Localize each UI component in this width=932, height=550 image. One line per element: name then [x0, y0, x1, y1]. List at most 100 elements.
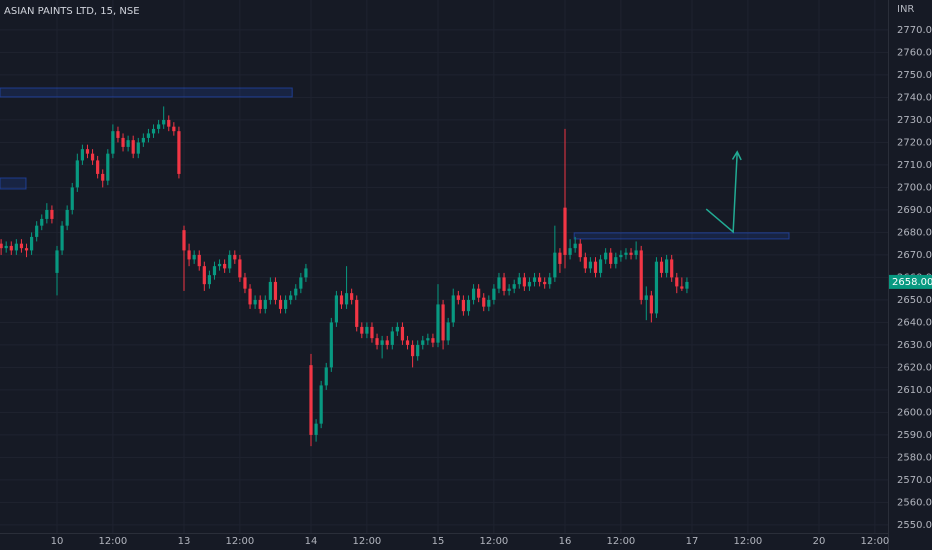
- arrow-head: [731, 150, 742, 161]
- x-tick-label: 20: [813, 536, 826, 547]
- candle-body: [390, 331, 394, 345]
- candle-body: [675, 277, 679, 287]
- candle-body: [19, 243, 24, 249]
- candle-body: [451, 295, 455, 323]
- candle-body: [644, 295, 648, 300]
- candle-body: [131, 140, 135, 154]
- candle-body: [334, 295, 339, 323]
- candle-body: [273, 281, 278, 300]
- candle-body: [461, 299, 466, 312]
- y-tick-label: 2700.00: [897, 182, 932, 193]
- candle-body: [659, 261, 664, 273]
- candle-body: [29, 236, 34, 251]
- candle-body: [456, 295, 460, 300]
- candle-body: [268, 281, 272, 300]
- x-tick-label: 10: [51, 536, 64, 547]
- candle-body: [670, 259, 674, 278]
- candle-body: [512, 284, 516, 289]
- candle-body: [85, 149, 90, 154]
- candle-body: [431, 338, 435, 343]
- candle-body: [385, 340, 389, 345]
- candle-body: [654, 261, 659, 314]
- candle-body: [24, 248, 29, 251]
- candle-body: [416, 344, 420, 357]
- candle-body: [151, 128, 156, 134]
- candle-body: [517, 277, 521, 285]
- candle-body: [172, 126, 176, 132]
- candle-body: [187, 250, 191, 260]
- candle-body: [629, 252, 633, 255]
- candle-body: [40, 218, 44, 226]
- candle-body: [258, 299, 262, 309]
- candle-body: [284, 299, 288, 309]
- candle-body: [522, 277, 526, 287]
- zone: [0, 87, 293, 98]
- y-tick-label: 2640.00: [897, 317, 932, 328]
- candle-body: [370, 326, 374, 339]
- candle-body: [121, 137, 125, 147]
- y-tick-label: 2560.00: [897, 497, 932, 508]
- candle-body: [96, 160, 100, 174]
- candle-body: [558, 252, 562, 264]
- candle-body: [14, 243, 18, 251]
- candle-body: [375, 338, 379, 345]
- candle-body: [426, 338, 430, 341]
- candle-body: [380, 340, 384, 345]
- candle-body: [400, 326, 405, 341]
- x-tick-label: 13: [178, 536, 191, 547]
- candle-body: [299, 277, 303, 289]
- candle-body: [685, 281, 689, 289]
- y-tick-label: 2580.00: [897, 452, 932, 463]
- candle-body: [106, 153, 110, 181]
- candle-body: [207, 275, 212, 285]
- x-tick-label: 12:00: [225, 536, 254, 547]
- candle-body: [365, 326, 369, 334]
- candle-body: [202, 266, 206, 285]
- candle-body: [217, 263, 222, 267]
- candle-body: [238, 259, 242, 278]
- candle-body: [543, 281, 547, 285]
- drawings: [0, 87, 790, 240]
- candle-body: [116, 131, 120, 138]
- candle-body: [167, 119, 171, 127]
- candle-body: [639, 250, 643, 300]
- x-tick-label: 12:00: [733, 536, 762, 547]
- y-tick-label: 2550.00: [897, 520, 932, 531]
- x-tick-label: 16: [559, 536, 572, 547]
- candle-body: [111, 131, 115, 154]
- candle-body: [253, 299, 257, 305]
- candle-body: [411, 344, 415, 357]
- candle-body: [289, 295, 293, 300]
- x-tick-label: 14: [305, 536, 318, 547]
- candle-body: [634, 250, 638, 255]
- y-tick-label: 2710.00: [897, 160, 932, 171]
- candle-body: [350, 293, 354, 300]
- candle-body: [233, 254, 237, 260]
- candle-body: [9, 245, 13, 251]
- candle-body: [141, 137, 145, 143]
- y-tick-label: 2600.00: [897, 407, 932, 418]
- y-tick-label: 2720.00: [897, 137, 932, 148]
- candle-body: [665, 259, 669, 273]
- candle-body: [563, 207, 567, 255]
- candle-body: [60, 225, 64, 251]
- currency-label: INR: [897, 4, 914, 15]
- y-tick-label: 2590.00: [897, 430, 932, 441]
- y-tick-label: 2620.00: [897, 362, 932, 373]
- candle-body: [405, 340, 410, 345]
- symbol-title: ASIAN PAINTS LTD, 15, NSE: [4, 6, 140, 17]
- candle-body: [680, 286, 684, 289]
- candle-body: [136, 142, 140, 154]
- candle-body: [583, 257, 587, 269]
- candle-body: [248, 288, 252, 305]
- candle-body: [609, 252, 613, 264]
- x-tick-label: 17: [686, 536, 699, 547]
- candle-body: [532, 277, 537, 282]
- candle-body: [70, 187, 74, 210]
- y-tick-label: 2630.00: [897, 340, 932, 351]
- candle-body: [497, 277, 501, 289]
- candle-body: [278, 299, 283, 309]
- candle-body: [304, 268, 308, 278]
